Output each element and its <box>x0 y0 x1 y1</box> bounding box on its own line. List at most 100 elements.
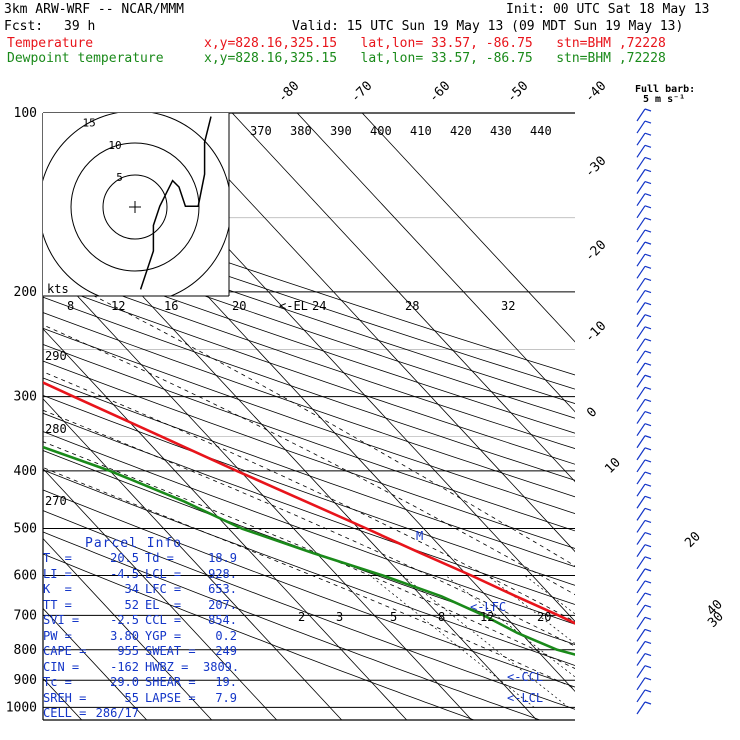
temperature-top-label: -40 <box>582 79 609 106</box>
speed-tick-label: 8 <box>67 299 74 313</box>
ccl-marker: <-CCL <box>507 670 543 684</box>
wind-barb <box>636 217 652 231</box>
wind-barb-flag <box>644 580 652 584</box>
moist-adiabat-line <box>43 467 575 689</box>
hodograph-ring-label: 15 <box>83 117 96 130</box>
wind-barb-staff <box>636 157 646 170</box>
dry-adiabat-line <box>43 266 575 449</box>
wind-barb-staff <box>636 217 646 231</box>
wind-barb <box>636 265 652 279</box>
parcel-info-cell: 653. <box>208 582 237 596</box>
mixing-ratio-line <box>524 575 575 615</box>
dry-adiabat-line <box>43 296 575 481</box>
forecast-hour: 39 h <box>64 19 96 34</box>
pressure-tick-label: 500 <box>14 521 37 536</box>
profiles <box>43 381 575 656</box>
dry-adiabat-line <box>43 531 541 720</box>
parcel-info-cell: EL = <box>145 597 182 612</box>
parcel-info-cell: CCL = <box>145 613 182 627</box>
wind-barb-staff <box>636 447 646 461</box>
wind-barb-staff <box>636 423 646 436</box>
parcel-info-cell: 3809. <box>203 659 240 674</box>
parcel-info-cell: LFC = <box>145 582 182 596</box>
parcel-info-row: SVI = -2.5 CCL = 854. <box>43 613 237 629</box>
wind-barb-staff <box>636 193 646 207</box>
wind-barb <box>636 410 652 424</box>
theta-label: 440 <box>530 124 552 138</box>
wind-barb <box>636 677 652 691</box>
wind-barb-staff <box>636 241 646 255</box>
parcel-info-row: K = 34 LFC = 653. <box>43 582 237 598</box>
wind-barb <box>636 181 652 194</box>
mixing-ratio-label: 5 <box>390 610 397 624</box>
isotherm-line <box>231 113 575 483</box>
dry-adiabat-line <box>43 553 475 720</box>
theta-label: 370 <box>250 124 272 138</box>
dry-adiabat-line <box>43 312 575 498</box>
wind-barb-staff <box>636 120 646 134</box>
dry-adiabat-line <box>43 344 575 532</box>
wind-barb <box>636 532 652 545</box>
hodograph-ring-label: 5 <box>116 171 123 184</box>
temperature-legend-info: x,y=828.16,325.15 lat,lon= 33.57, -86.75… <box>204 36 666 51</box>
parcel-info-cell: LAPSE = <box>145 690 196 705</box>
wind-barb-staff <box>636 350 646 364</box>
wind-barb <box>636 350 652 364</box>
speed-tick-label: 24 <box>312 299 326 313</box>
dry-adiabat-line <box>43 224 575 404</box>
pressure-tick-label: 100 <box>14 106 37 121</box>
wind-barb-flag <box>644 181 652 185</box>
dewpoint-profile <box>43 445 575 656</box>
parcel-info-cell: -2.5 <box>110 613 139 627</box>
parcel-info-cell: SHEAR = <box>145 675 196 689</box>
wind-barb <box>636 459 652 473</box>
parcel-info-row: T = 20.5 Td = 18.9 <box>43 551 237 567</box>
wind-barb-flag <box>644 265 652 269</box>
wind-barb-staff <box>636 387 646 400</box>
wind-barb <box>636 120 652 134</box>
temperature-top-label: -80 <box>275 79 302 106</box>
mixing-ratio-line <box>445 575 575 678</box>
parcel-info-cell: YGP = <box>145 628 182 643</box>
pressure-tick-label: 800 <box>14 643 37 658</box>
theta-label: 390 <box>330 124 352 138</box>
wind-barb-staff <box>636 495 646 509</box>
mixing-ratio-label: 2 <box>298 610 305 624</box>
wind-barb <box>636 483 652 497</box>
wind-barb-flag <box>644 568 652 572</box>
wind-barb-flag <box>644 653 652 657</box>
wind-barb-flag <box>644 471 652 475</box>
hodograph: 5 10 15 <box>43 113 230 297</box>
parcel-info-cell: 20.5 <box>110 551 139 565</box>
parcel-info-cell: 249 <box>215 644 237 658</box>
valid-time: Valid: 15 UTC Sun 19 May 13 (09 MDT Sun … <box>292 19 684 34</box>
pressure-tick-label: 900 <box>14 673 37 688</box>
wind-barb-flag <box>644 277 652 281</box>
wind-barb-flag <box>644 544 652 548</box>
parcel-info-cell: PW = <box>43 628 72 643</box>
hodograph-ring <box>102 174 168 240</box>
isotherm-line <box>43 328 408 720</box>
wind-barb <box>636 108 652 122</box>
temperature-side-label: -30 <box>582 154 609 181</box>
wind-barb-staff <box>636 229 646 243</box>
parcel-info-cell: HWBZ = <box>145 659 189 674</box>
parcel-info-cell: 955 <box>117 644 139 658</box>
wind-barb-flag <box>644 519 652 524</box>
wind-barb-staff <box>636 532 646 545</box>
dry-adiabat-line <box>43 377 575 568</box>
init-time: Init: 00 UTC Sat 18 May 13 <box>506 2 710 17</box>
wind-barb-flag <box>644 205 652 209</box>
wind-barb-staff <box>636 435 646 449</box>
wind-barb-staff <box>636 181 646 194</box>
wind-barb <box>636 435 652 449</box>
wind-barb <box>636 665 652 679</box>
temperature-side-label: -20 <box>582 238 609 265</box>
parcel-info-cell: 18.9 <box>208 551 237 565</box>
wind-barb <box>636 507 652 521</box>
dry-adiabat-line <box>43 489 575 688</box>
parcel-info-title: Parcel Info <box>85 536 183 551</box>
mixing-ratio-line <box>487 575 575 644</box>
wind-barb <box>636 556 652 570</box>
